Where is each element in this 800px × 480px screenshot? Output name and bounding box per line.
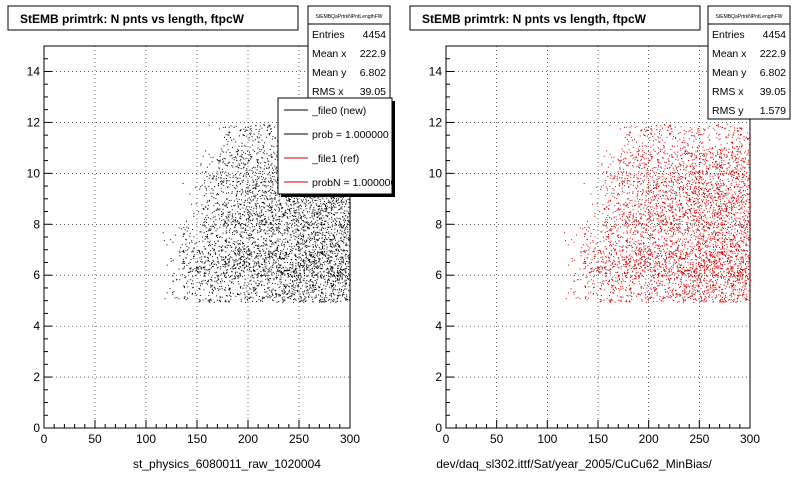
y-tick-label: 8 (435, 217, 442, 231)
y-tick-label: 12 (27, 115, 41, 129)
y-tick-label: 8 (33, 217, 40, 231)
chart-title-left: StEMB primtrk: N pnts vs length, ftpcW (20, 12, 245, 26)
x-tick-label: 200 (238, 432, 258, 446)
x-tick-label: 250 (289, 432, 309, 446)
x-tick-label: 50 (490, 432, 504, 446)
x-axis-right: 0 50 100 150 200 250 300 (443, 420, 760, 446)
legend-label: _file0 (new) (311, 105, 366, 117)
x-axis-title-right: dev/daq_sl302.ittf/Sat/year_2005/CuCu62_… (436, 457, 712, 471)
legend-left: _file0 (new) prob = 1.000000 _file1 (ref) p… (277, 97, 397, 197)
x-tick-label: 50 (88, 432, 102, 446)
legend-frame (277, 97, 393, 195)
x-tick-label: 0 (41, 432, 48, 446)
grid-left (44, 46, 350, 428)
stats-label: RMS x (312, 86, 344, 98)
stats-value: 6.802 (760, 67, 786, 79)
y-tick-label: 6 (435, 268, 442, 282)
x-axis-left: 0 50 100 150 200 250 300 (41, 420, 360, 446)
title-box-left (7, 5, 299, 31)
stats-name: StEMBQaPrtrkNPntLengthFW (316, 14, 383, 20)
x-tick-label: 300 (340, 432, 360, 446)
scatter-points-right (563, 123, 751, 303)
stats-label: RMS x (712, 86, 744, 98)
stats-value: 222.9 (360, 48, 386, 60)
stats-label: Mean x (312, 48, 347, 60)
stats-box-right: StEMBQaPrtrkNPntLengthFW Entries 4454 Mean … (707, 5, 791, 120)
y-tick-label: 2 (435, 370, 442, 384)
y-tick-label: 4 (435, 319, 442, 333)
stats-label: Mean y (312, 67, 347, 79)
stats-value: 39.05 (760, 86, 786, 98)
stats-value: 4454 (763, 29, 787, 41)
y-tick-label: 14 (429, 64, 443, 78)
title-box-right (409, 5, 701, 31)
y-tick-label: 12 (429, 115, 443, 129)
panel-right: 0 50 100 150 200 250 300 0 2 4 6 8 10 12 14 StEMB pri… (409, 5, 791, 471)
x-tick-label: 150 (588, 432, 608, 446)
y-tick-label: 10 (429, 166, 443, 180)
legend-label: probN = 1.000000 (312, 177, 397, 189)
y-axis-left: 0 2 4 6 8 10 12 14 (27, 45, 52, 435)
stats-name: StEMBQaPrtrkNPntLengthFW (716, 14, 783, 20)
stats-label: Entries (312, 29, 345, 41)
x-axis-title-left: st_physics_6080011_raw_1020004 (133, 457, 321, 471)
y-axis-right: 0 2 4 6 8 10 12 14 (429, 45, 454, 435)
x-tick-label: 250 (689, 432, 709, 446)
plot-frame-right (445, 45, 751, 429)
y-tick-label: 4 (33, 319, 40, 333)
stats-label: RMS y (712, 105, 744, 117)
x-tick-label: 0 (443, 432, 450, 446)
x-tick-label: 200 (639, 432, 659, 446)
y-tick-label: 0 (33, 421, 40, 435)
y-tick-label: 14 (27, 64, 41, 78)
x-tick-label: 300 (740, 432, 760, 446)
y-tick-label: 10 (27, 166, 41, 180)
stats-value: 1.579 (760, 105, 786, 117)
stats-box-frame (707, 5, 791, 120)
stats-value: 4454 (363, 29, 387, 41)
stats-value: 222.9 (760, 48, 786, 60)
grid-right (446, 46, 750, 428)
stats-box-frame (307, 5, 391, 101)
y-tick-label: 2 (33, 370, 40, 384)
y-tick-label: 0 (435, 421, 442, 435)
y-tick-label: 6 (33, 268, 40, 282)
stats-label: Mean y (712, 67, 747, 79)
stats-label: Entries (712, 29, 745, 41)
scatter-markers (563, 123, 751, 303)
stats-label: Mean x (712, 48, 747, 60)
x-tick-label: 150 (187, 432, 207, 446)
stats-value: 39.05 (360, 86, 386, 98)
chart-title-right: StEMB primtrk: N pnts vs length, ftpcW (422, 12, 647, 26)
stats-box-left: StEMBQaPrtrkNPntLengthFW Entries 4454 Mean … (307, 5, 391, 101)
x-tick-label: 100 (136, 432, 156, 446)
legend-label: _file1 (ref) (311, 153, 359, 165)
stats-value: 6.802 (360, 67, 386, 79)
panel-left: 0 50 100 150 200 250 300 0 2 4 6 8 10 12 14 StEMB pri… (7, 5, 397, 471)
x-tick-label: 100 (537, 432, 557, 446)
legend-label: prob = 1.000000 (312, 129, 389, 141)
